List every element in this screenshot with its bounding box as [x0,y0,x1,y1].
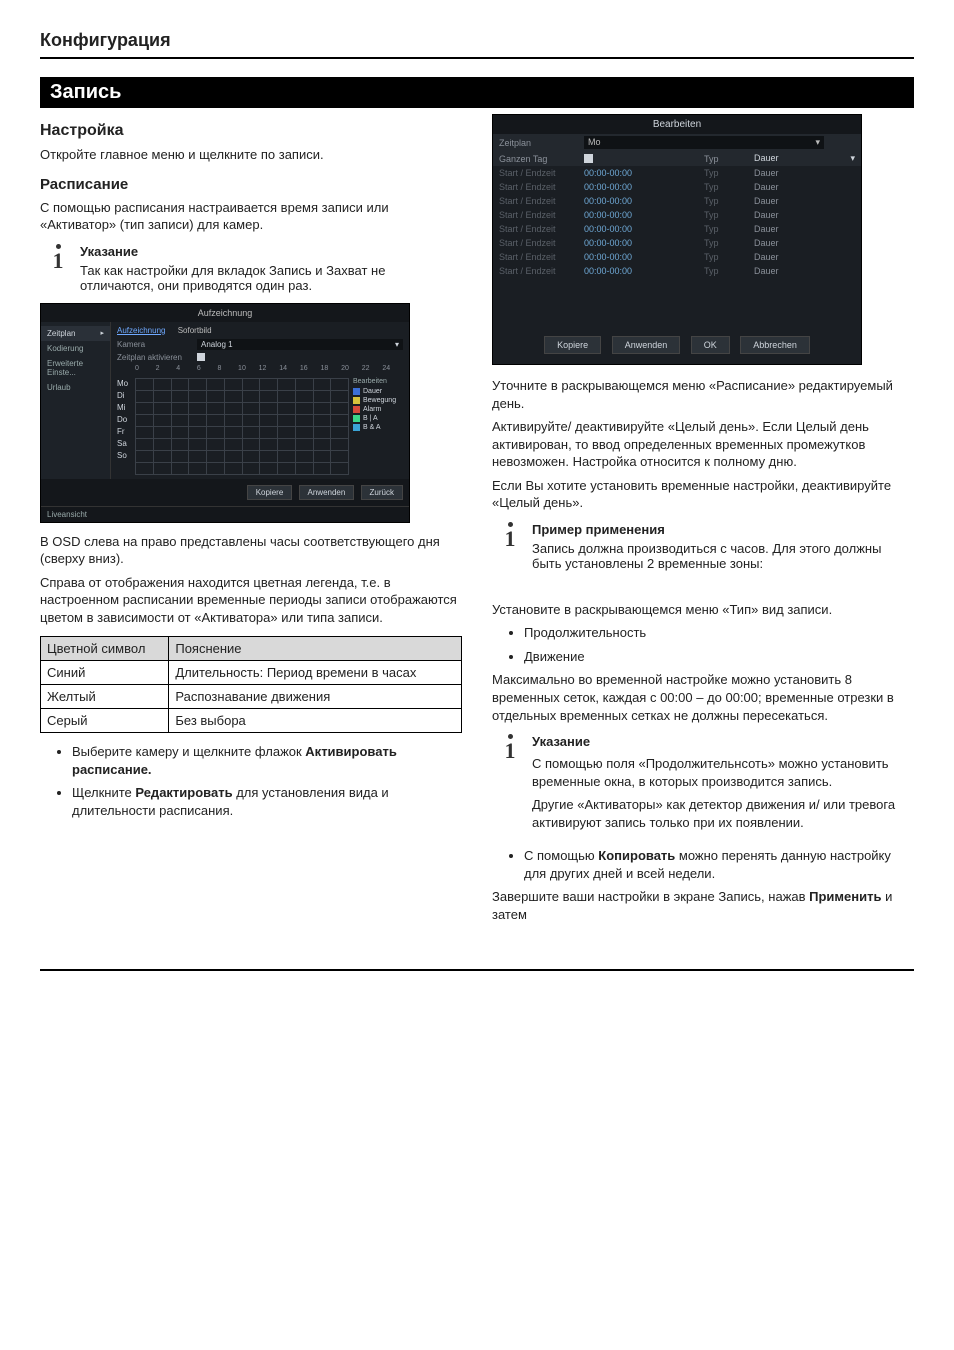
note-body: С помощью поля «Продолжительнсоть» можно… [532,755,914,790]
table-header: Цветной символ [41,637,169,661]
right-column: Bearbeiten Zeitplan Mo▾ Ganzen Tag Typ D… [492,114,914,929]
table-row: Синий Длительность: Период времени в час… [41,661,462,685]
section-title-bar: Запись [40,77,914,108]
note-body: Так как настройки для вкладок Запись и З… [80,263,462,293]
table-header: Пояснение [169,637,462,661]
osd-camera-select[interactable]: Analog 1▾ [197,339,403,350]
note-title: Указание [80,244,462,259]
note-box-hint-1: 1 Указание Так как настройки для вкладок… [40,244,462,293]
osd-liveview-label[interactable]: Liveansicht [41,506,409,522]
list-item: Движение [524,648,914,666]
osd-time-grid[interactable] [135,378,349,475]
osd-title: Aufzeichnung [41,304,409,322]
osd-tabs: Aufzeichnung Sofortbild [117,326,403,335]
edit-day-select[interactable]: Mo▾ [584,136,824,149]
osd-hours-row: 024681012141618202224 [117,365,403,372]
info-icon: 1 [498,522,522,571]
list-item: С помощью Копировать можно перенять данн… [524,847,914,882]
table-row: Желтый Распознавание движения [41,685,462,709]
osd-legend-title[interactable]: Bearbeiten [353,378,403,385]
note-title: Пример применения [532,522,914,537]
edit-time-slot-row: Start / Endzeit00:00-00:00TypDauer [493,194,861,208]
edit-time-slot-row: Start / Endzeit00:00-00:00TypDauer [493,222,861,236]
osd-side-item[interactable]: Urlaub [41,380,110,395]
screenshot-edit-dialog: Bearbeiten Zeitplan Mo▾ Ganzen Tag Typ D… [492,114,862,365]
osd-copy-button[interactable]: Kopiere [247,485,293,500]
osd-activate-label: Zeitplan aktivieren [117,353,197,362]
osd-button-row: Kopiere Anwenden Zurück [41,479,409,506]
osd-activate-checkbox[interactable] [197,353,205,361]
list-item: Щелкните Редактировать для установления … [72,784,462,819]
edit-ganztag-checkbox[interactable] [584,154,593,163]
text-r2: Активируйте/ деактивируйте «Целый день».… [492,418,914,471]
list-item: Продолжительность [524,624,914,642]
osd-sidebar: Zeitplan Kodierung Erweiterte Einste... … [41,322,111,479]
text-after-osd-1: В OSD слева на право представлены часы с… [40,533,462,568]
left-column: Настройка Откройте главное меню и щелкни… [40,114,462,929]
note-box-example: 1 Пример применения Запись должна произв… [492,522,914,571]
osd-tab[interactable]: Aufzeichnung [117,326,165,335]
osd-side-item[interactable]: Kodierung [41,341,110,356]
osd-tab[interactable]: Sofortbild [178,326,212,335]
text-schedule: С помощью расписания настраивается время… [40,199,462,234]
osd-days-col: MoDiMiDoFrSaSo [117,378,135,475]
edit-time-slot-row: Start / Endzeit00:00-00:00TypDauer [493,264,861,278]
instruction-list: Выберите камеру и щелкните флажок Активи… [40,743,462,819]
note-body: Запись должна производиться с часов. Для… [532,541,914,571]
table-row: Серый Без выбора [41,709,462,733]
type-list: Продолжительность Движение [492,624,914,665]
osd-legend-item: Bewegung [353,397,403,404]
edit-type-select[interactable]: Dauer ▾ [754,153,855,164]
osd-side-item[interactable]: Erweiterte Einste... [41,356,110,380]
footer-rule [40,969,914,971]
edit-dialog-title: Bearbeiten [493,115,861,134]
list-item: Выберите камеру и щелкните флажок Активи… [72,743,462,778]
chevron-down-icon: ▾ [395,340,399,349]
osd-legend: Bearbeiten Dauer Bewegung Alarm B | A B & A [353,378,403,475]
copy-instruction-list: С помощью Копировать можно перенять данн… [492,847,914,882]
edit-time-slot-row: Start / Endzeit00:00-00:00TypDauer [493,208,861,222]
color-legend-table: Цветной символ Пояснение Синий Длительно… [40,636,462,733]
note-body: Другие «Активаторы» как детектор движени… [532,796,914,831]
osd-legend-item: B | A [353,415,403,422]
osd-side-item[interactable]: Zeitplan [41,326,110,341]
info-icon: 1 [498,734,522,837]
edit-time-slot-row: Start / Endzeit00:00-00:00TypDauer [493,166,861,180]
osd-camera-label: Kamera [117,340,197,349]
edit-button-row: Kopiere Anwenden OK Abbrechen [493,328,861,364]
text-r5: Максимально во временной настройке можно… [492,671,914,724]
note-title: Указание [532,734,914,749]
screenshot-schedule-osd: Aufzeichnung Zeitplan Kodierung Erweiter… [40,303,410,523]
text-setup: Откройте главное меню и щелкните по запи… [40,146,462,164]
text-after-osd-2: Справа от отображения находится цветная … [40,574,462,627]
text-r4: Установите в раскрывающемся меню «Тип» в… [492,601,914,619]
edit-cancel-button[interactable]: Abbrechen [740,336,810,354]
heading-schedule: Расписание [40,176,462,193]
edit-time-slot-row: Start / Endzeit00:00-00:00TypDauer [493,236,861,250]
osd-apply-button[interactable]: Anwenden [299,485,355,500]
text-r1: Уточните в раскрывающемся меню «Расписан… [492,377,914,412]
text-end: Завершите ваши настройки в экране Запись… [492,888,914,923]
edit-copy-button[interactable]: Kopiere [544,336,601,354]
note-box-hint-2: 1 Указание С помощью поля «Продолжительн… [492,734,914,837]
text-r3: Если Вы хотите установить временные наст… [492,477,914,512]
chevron-down-icon: ▾ [815,137,820,148]
osd-legend-item: B & A [353,424,403,431]
osd-legend-item: Dauer [353,388,403,395]
edit-row-ganztag: Ganzen Tag Typ Dauer ▾ [493,151,861,166]
page-header: Конфигурация [40,30,914,59]
edit-apply-button[interactable]: Anwenden [612,336,681,354]
chevron-down-icon: ▾ [850,153,855,164]
osd-back-button[interactable]: Zurück [361,485,403,500]
info-icon: 1 [46,244,70,293]
edit-row-zeitplan: Zeitplan Mo▾ [493,134,861,151]
edit-ok-button[interactable]: OK [691,336,730,354]
heading-setup: Настройка [40,122,462,140]
osd-legend-item: Alarm [353,406,403,413]
two-column-layout: Настройка Откройте главное меню и щелкни… [40,114,914,929]
edit-time-slot-row: Start / Endzeit00:00-00:00TypDauer [493,180,861,194]
edit-time-slot-row: Start / Endzeit00:00-00:00TypDauer [493,250,861,264]
